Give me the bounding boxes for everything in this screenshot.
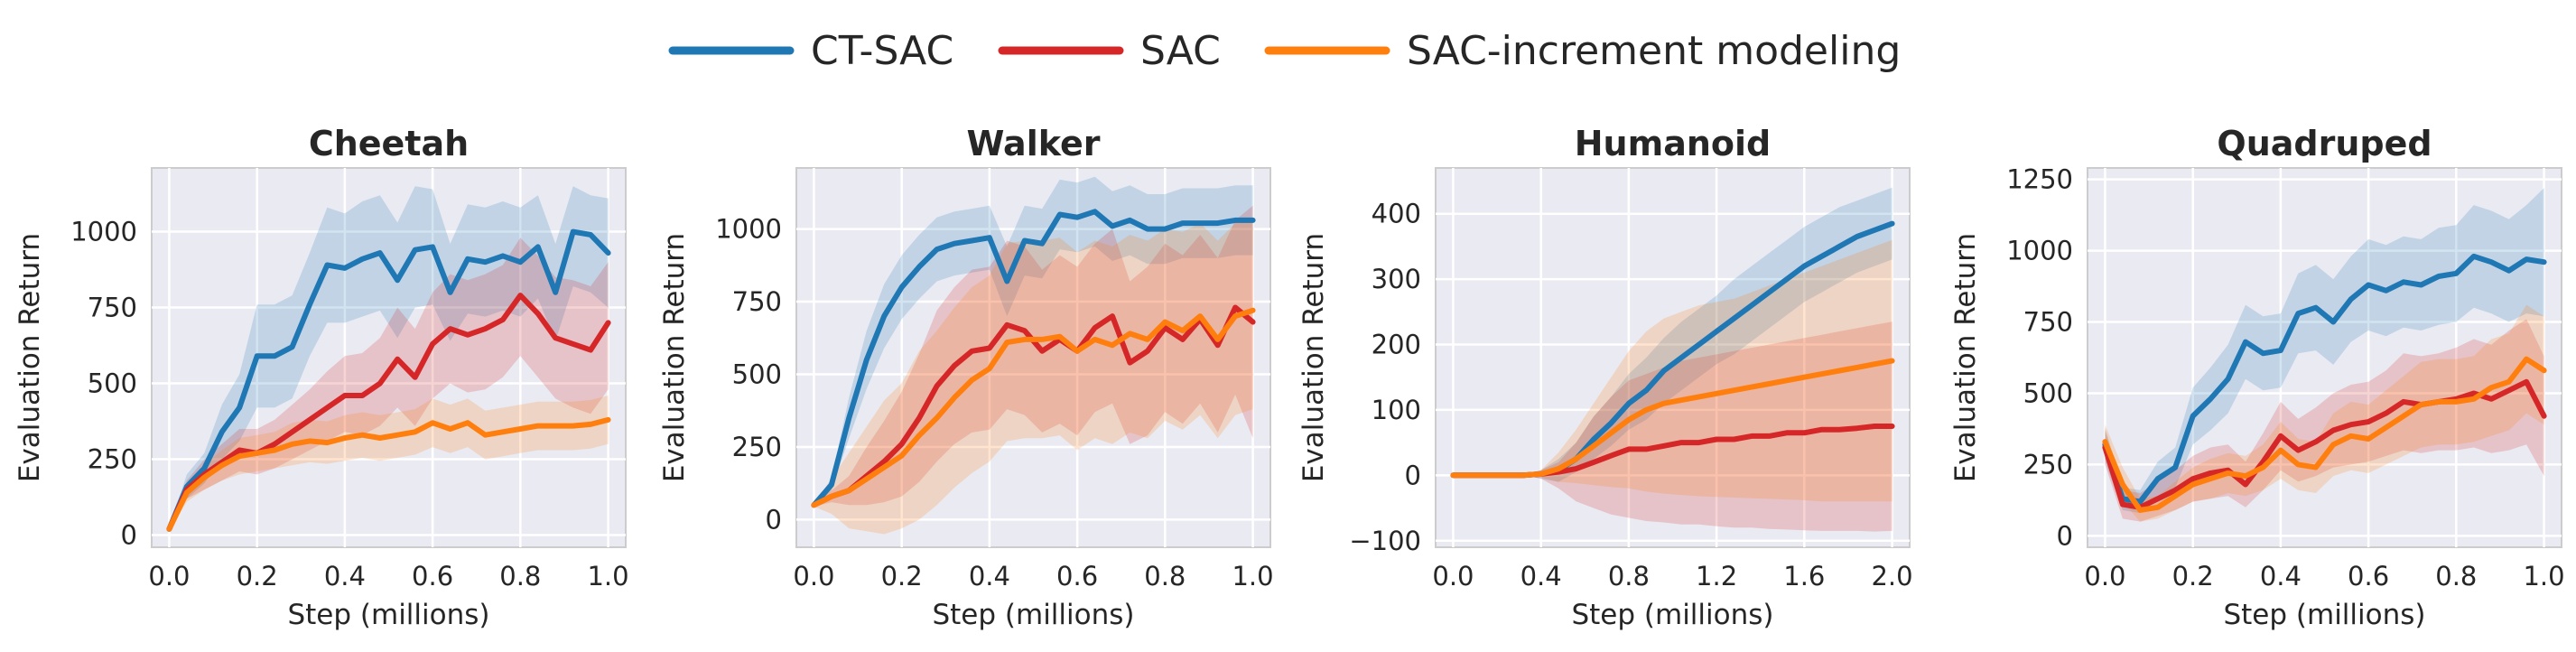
x-tick-label: 0.2 — [237, 561, 278, 591]
x-tick-label: 0.8 — [1608, 561, 1650, 591]
y-tick-label: 250 — [2023, 449, 2073, 480]
y-tick-label: 500 — [88, 368, 137, 399]
x-tick-label: 2.0 — [1871, 561, 1912, 591]
chart-panel-humanoid: 0.0 0.4 0.8 1.2 1.6 2.0 −100 0 100 200 300 400 Human… — [1297, 124, 1913, 631]
legend-label-sac: SAC — [1140, 28, 1221, 74]
x-tick-label: 1.0 — [587, 561, 628, 591]
y-tick-label: 500 — [732, 359, 782, 390]
y-tick-label: −100 — [1349, 526, 1421, 556]
panel-title: Walker — [967, 124, 1101, 163]
plot-series — [166, 186, 611, 532]
y-tick-label: 250 — [88, 444, 137, 475]
band-ct-sac — [169, 186, 609, 531]
x-tick-label: 0.4 — [969, 561, 1010, 591]
line-sac — [2102, 378, 2547, 510]
x-tick-label: 1.2 — [1696, 561, 1737, 591]
y-axis-label: Evaluation Return — [1297, 233, 1330, 482]
band-sac-increment-modeling — [814, 217, 1253, 535]
y-axis-label: Evaluation Return — [658, 233, 691, 482]
x-tick-label: 1.6 — [1783, 561, 1825, 591]
y-tick-label: 0 — [766, 504, 782, 535]
band-sac-increment-modeling — [169, 396, 609, 531]
x-tick-label: 0.2 — [881, 561, 923, 591]
chart-panel-quadruped: 0.0 0.2 0.4 0.6 0.8 1.0 0 250 500 750 1000 1250 Quad… — [1949, 124, 2565, 631]
y-tick-label: 1000 — [70, 217, 137, 247]
y-tick-label: 0 — [1405, 460, 1421, 490]
x-tick-label: 1.0 — [2523, 561, 2564, 591]
line-sac-increment-modeling — [811, 307, 1256, 508]
line-sac — [166, 293, 611, 532]
x-axis-label: Step (millions) — [932, 599, 1134, 631]
x-tick-label: 0.0 — [1432, 561, 1474, 591]
y-tick-label: 0 — [2057, 520, 2073, 551]
legend-label-sac-increment-modeling: SAC-increment modeling — [1407, 28, 1901, 74]
x-tick-label: 0.0 — [793, 561, 834, 591]
chart-panel-walker: 0.0 0.2 0.4 0.6 0.8 1.0 0 250 500 750 1000 Walker St… — [658, 124, 1274, 631]
x-tick-label: 0.0 — [148, 561, 190, 591]
panel-title: Cheetah — [309, 124, 469, 163]
y-tick-label: 1000 — [715, 214, 782, 245]
legend-label-ct-sac: CT-SAC — [811, 28, 953, 74]
x-tick-label: 0.2 — [2172, 561, 2214, 591]
line-ct-sac — [166, 228, 611, 532]
plot-series — [811, 176, 1256, 535]
band-sac — [169, 238, 609, 531]
y-tick-label: 1250 — [2006, 164, 2073, 195]
x-tick-label: 0.4 — [324, 561, 366, 591]
chart-panel-cheetah: 0.0 0.2 0.4 0.6 0.8 1.0 0 250 500 750 1000 Cheetah S… — [14, 124, 629, 631]
plot-series — [2102, 188, 2547, 522]
panel-title: Quadruped — [2217, 124, 2432, 163]
y-tick-label: 200 — [1372, 330, 1421, 360]
y-tick-label: 100 — [1372, 395, 1421, 425]
panel-title: Humanoid — [1575, 124, 1771, 163]
x-tick-label: 0.8 — [1144, 561, 1186, 591]
band-sac — [1453, 321, 1892, 532]
plot-area — [795, 167, 1271, 548]
x-axis-label: Step (millions) — [2223, 599, 2425, 631]
y-tick-label: 500 — [2023, 377, 2073, 408]
line-ct-sac — [811, 209, 1256, 508]
x-axis-label: Step (millions) — [287, 599, 489, 631]
x-tick-label: 0.8 — [499, 561, 541, 591]
x-tick-label: 0.6 — [412, 561, 453, 591]
legend: CT-SAC SAC SAC-increment modeling — [668, 28, 1901, 74]
plot-series — [1450, 187, 1895, 532]
band-ct-sac — [2105, 188, 2544, 514]
line-sac-increment-modeling — [2102, 356, 2547, 513]
band-sac-increment-modeling — [2105, 304, 2544, 522]
y-tick-label: 250 — [732, 432, 782, 462]
x-tick-label: 0.8 — [2435, 561, 2477, 591]
x-axis-label: Step (millions) — [1571, 599, 1773, 631]
plot-area — [1435, 167, 1911, 548]
x-tick-label: 0.6 — [2348, 561, 2389, 591]
line-ct-sac — [2102, 253, 2547, 505]
y-tick-label: 400 — [1372, 199, 1421, 229]
y-tick-label: 300 — [1372, 264, 1421, 294]
line-sac-increment-modeling — [1450, 358, 1895, 479]
x-tick-label: 1.0 — [1232, 561, 1273, 591]
y-axis-label: Evaluation Return — [14, 233, 46, 482]
chart-panels: 0.0 0.2 0.4 0.6 0.8 1.002505007501000CheetahS… — [14, 124, 2565, 631]
y-tick-label: 1000 — [2006, 236, 2073, 266]
y-axis-label: Evaluation Return — [1949, 233, 1982, 482]
x-tick-label: 0.4 — [2260, 561, 2302, 591]
x-tick-label: 0.0 — [2084, 561, 2125, 591]
x-tick-label: 0.6 — [1056, 561, 1098, 591]
plot-area — [2087, 167, 2562, 548]
y-tick-label: 750 — [88, 293, 137, 323]
line-sac-increment-modeling — [166, 416, 611, 532]
band-ct-sac — [1453, 187, 1892, 482]
y-tick-label: 750 — [732, 286, 782, 317]
y-tick-label: 0 — [121, 520, 137, 551]
x-tick-label: 0.4 — [1520, 561, 1562, 591]
y-tick-label: 750 — [2023, 307, 2073, 338]
